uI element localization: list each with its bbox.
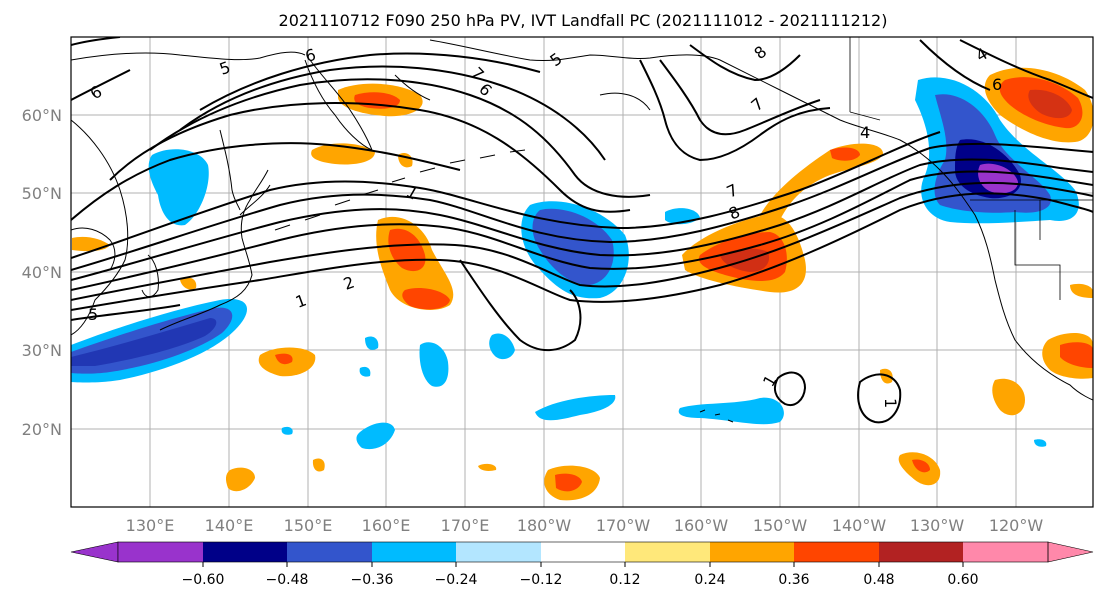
lat-label: 40°N xyxy=(22,263,62,282)
colorbar-segment xyxy=(963,542,1048,562)
lon-label: 120°W xyxy=(989,516,1044,535)
colorbar-segment xyxy=(541,542,625,562)
borders xyxy=(849,37,1093,300)
colorbar-extend-low xyxy=(70,541,119,563)
lon-label: 150°E xyxy=(284,516,333,535)
colorbar-tick-label: −0.36 xyxy=(351,572,394,588)
lon-label: 140°E xyxy=(205,516,254,535)
contour-label: 1 xyxy=(881,398,900,408)
lon-label: 130°E xyxy=(126,516,175,535)
colorbar-tick-label: −0.12 xyxy=(520,572,563,588)
colorbar-segment xyxy=(287,542,372,562)
colorbar-extend-high xyxy=(1047,541,1094,563)
colorbar-segment xyxy=(710,542,794,562)
colorbar-segment xyxy=(118,542,203,562)
lat-label: 30°N xyxy=(22,341,62,360)
colorbar-tick-label: 0.12 xyxy=(609,572,640,588)
colorbar-tick-label: 0.48 xyxy=(863,572,894,588)
longitude-labels: 130°E 140°E 150°E 160°E 170°E 180°W 170°… xyxy=(126,516,1044,535)
ivt-shading xyxy=(71,67,1093,501)
colorbar-tick-labels: −0.60 −0.48 −0.36 −0.24 −0.12 0.12 0.24 … xyxy=(182,572,979,588)
pv-contours xyxy=(71,37,1093,424)
lon-label: 160°W xyxy=(674,516,729,535)
colorbar-tick-label: 0.24 xyxy=(694,572,725,588)
colorbar-segment xyxy=(203,542,287,562)
colorbar-tick-label: 0.36 xyxy=(778,572,809,588)
latitude-labels: 60°N 50°N 40°N 30°N 20°N xyxy=(22,106,62,439)
colorbar-frame xyxy=(117,541,1049,563)
colorbar-tick-label: 0.60 xyxy=(947,572,978,588)
colorbar-tick-label: −0.24 xyxy=(435,572,478,588)
lon-label: 140°W xyxy=(832,516,887,535)
colorbar-tick-label: −0.48 xyxy=(266,572,309,588)
colorbar-ticks xyxy=(202,562,964,567)
lon-label: 150°W xyxy=(753,516,808,535)
colorbar: −0.60 −0.48 −0.36 −0.24 −0.12 0.12 0.24 … xyxy=(70,541,1094,588)
contour-label: 6 xyxy=(303,45,318,66)
lat-label: 60°N xyxy=(22,106,62,125)
colorbar-segment xyxy=(879,542,963,562)
colorbar-segment xyxy=(794,542,879,562)
lon-label: 170°E xyxy=(441,516,490,535)
contour-label: 5 xyxy=(88,305,98,324)
lon-label: 130°W xyxy=(910,516,965,535)
map-frame xyxy=(70,36,1094,508)
colorbar-segment xyxy=(372,542,456,562)
contour-label: 4 xyxy=(860,123,870,142)
colorbar-segment xyxy=(625,542,710,562)
colorbar-tick-label: −0.60 xyxy=(182,572,225,588)
colorbar-segment xyxy=(456,542,541,562)
lon-label: 180°W xyxy=(517,516,572,535)
lat-label: 20°N xyxy=(22,420,62,439)
figure-title: 2021110712 F090 250 hPa PV, IVT Landfall… xyxy=(279,11,888,30)
lat-label: 50°N xyxy=(22,184,62,203)
lon-label: 160°E xyxy=(362,516,411,535)
contour-label: 6 xyxy=(992,75,1002,94)
lon-label: 170°W xyxy=(596,516,651,535)
